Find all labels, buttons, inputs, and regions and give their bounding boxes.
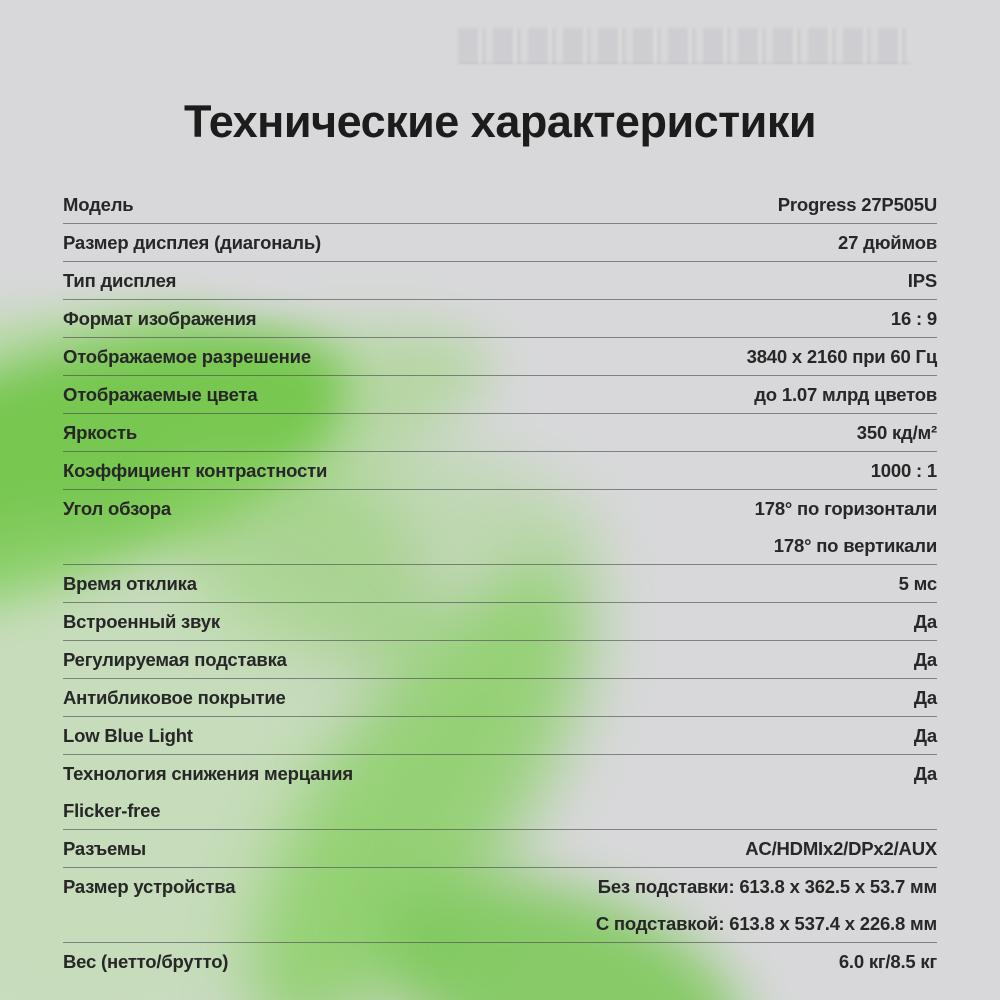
spec-value: 1000 : 1 [871, 452, 937, 489]
spec-label: Отображаемые цвета [63, 376, 258, 413]
spec-line: Размер устройства [63, 876, 236, 897]
spec-value: до 1.07 млрд цветов [754, 376, 937, 413]
spec-value: Да [914, 603, 937, 640]
spec-line: Да [913, 687, 937, 708]
spec-value: 5 мс [898, 565, 938, 602]
spec-label: Регулируемая подставка [63, 641, 287, 678]
spec-line: Яркость [63, 422, 137, 443]
spec-line: 350 кд/м² [856, 422, 937, 443]
spec-row: Вес (нетто/брутто) 6.0 кг/8.5 кг [63, 943, 937, 980]
spec-value: 6.0 кг/8.5 кг [839, 943, 937, 980]
spec-label: Яркость [63, 414, 137, 451]
spec-line: Без подставки: 613.8 x 362.5 x 53.7 мм [597, 876, 937, 897]
spec-value: 27 дюймов [838, 224, 937, 261]
spec-value: Да [914, 641, 937, 678]
spec-row: Low Blue Light Да [63, 717, 937, 755]
spec-row: Встроенный звук Да [63, 603, 937, 641]
spec-value: 3840 x 2160 при 60 Гц [746, 338, 938, 375]
spec-line: AC/HDMIx2/DPx2/AUX [745, 838, 937, 859]
spec-value: 350 кд/м² [857, 414, 937, 451]
spec-line: Технология снижения мерцания [63, 763, 353, 784]
spec-value: Без подставки: 613.8 x 362.5 x 53.7 мм С … [596, 868, 937, 942]
spec-label: Встроенный звук [63, 603, 220, 640]
spec-line: 178° по вертикали [773, 535, 937, 556]
spec-line: Коэффициент контрастности [63, 460, 328, 481]
spec-line: Да [913, 763, 937, 784]
spec-label: Low Blue Light [63, 717, 193, 754]
spec-line: Антибликовое покрытие [63, 687, 286, 708]
spec-line: 3840 x 2160 при 60 Гц [746, 346, 938, 367]
spec-value: 16 : 9 [891, 300, 937, 337]
spec-row: Отображаемое разрешение 3840 x 2160 при … [63, 338, 937, 376]
spec-value: Да [914, 755, 937, 792]
spec-label: Размер устройства [63, 868, 235, 905]
spec-line: Регулируемая подставка [63, 649, 287, 670]
spec-line: Модель [63, 194, 134, 215]
spec-label: Технология снижения мерцания Flicker-free [63, 755, 353, 829]
spec-line: Встроенный звук [63, 611, 220, 632]
spec-line: 1000 : 1 [870, 460, 937, 481]
spec-line: Да [913, 649, 937, 670]
spec-row: Размер устройства Без подставки: 613.8 x… [63, 868, 937, 943]
spec-value: 178° по горизонтали 178° по вертикали [754, 490, 938, 564]
spec-label: Угол обзора [63, 490, 171, 527]
spec-label: Разъемы [63, 830, 146, 867]
spec-line: 6.0 кг/8.5 кг [838, 951, 937, 972]
spec-line: Отображаемое разрешение [63, 346, 311, 367]
spec-row: Тип дисплея IPS [63, 262, 937, 300]
spec-line: С подставкой: 613.8 x 537.4 x 226.8 мм [595, 913, 937, 934]
spec-value: IPS [908, 262, 937, 299]
spec-table: Модель Progress 27P505U Размер дисплея (… [63, 186, 937, 980]
spec-label: Формат изображения [63, 300, 257, 337]
page-title: Технические характеристики [183, 96, 817, 148]
spec-row: Антибликовое покрытие Да [63, 679, 937, 717]
spec-value: Progress 27P505U [778, 186, 937, 223]
spec-row: Формат изображения 16 : 9 [63, 300, 937, 338]
spec-line: Время отклика [63, 573, 197, 594]
spec-label: Коэффициент контрастности [63, 452, 327, 489]
spec-row: Размер дисплея (диагональ) 27 дюймов [63, 224, 937, 262]
spec-label: Тип дисплея [63, 262, 176, 299]
spec-label: Размер дисплея (диагональ) [63, 224, 321, 261]
spec-line: Flicker-free [63, 800, 161, 821]
spec-line: Progress 27P505U [777, 194, 937, 215]
spec-value: AC/HDMIx2/DPx2/AUX [745, 830, 937, 867]
watermark-pattern [458, 28, 910, 64]
spec-line: Low Blue Light [63, 725, 193, 746]
spec-line: Тип дисплея [63, 270, 177, 291]
spec-line: до 1.07 млрд цветов [754, 384, 937, 405]
spec-row: Разъемы AC/HDMIx2/DPx2/AUX [63, 830, 937, 868]
spec-label: Время отклика [63, 565, 197, 602]
spec-line: Формат изображения [63, 308, 257, 329]
spec-line: IPS [907, 270, 937, 291]
spec-line: Вес (нетто/брутто) [63, 951, 229, 972]
spec-label: Отображаемое разрешение [63, 338, 311, 375]
spec-value: Да [914, 717, 937, 754]
spec-label: Антибликовое покрытие [63, 679, 286, 716]
spec-line: Угол обзора [63, 498, 171, 519]
spec-label: Вес (нетто/брутто) [63, 943, 228, 980]
spec-row: Яркость 350 кд/м² [63, 414, 937, 452]
spec-value: Да [914, 679, 937, 716]
spec-line: Размер дисплея (диагональ) [63, 232, 321, 253]
spec-row: Отображаемые цвета до 1.07 млрд цветов [63, 376, 937, 414]
spec-row: Коэффициент контрастности 1000 : 1 [63, 452, 937, 490]
spec-row: Модель Progress 27P505U [63, 186, 937, 224]
spec-label: Модель [63, 186, 134, 223]
spec-line: 16 : 9 [890, 308, 937, 329]
spec-row: Технология снижения мерцания Flicker-free… [63, 755, 937, 830]
spec-line: Отображаемые цвета [63, 384, 258, 405]
spec-line: 5 мс [898, 573, 938, 594]
spec-line: Да [913, 725, 937, 746]
spec-line: 178° по горизонтали [754, 498, 938, 519]
spec-line: 27 дюймов [838, 232, 937, 253]
spec-line: Разъемы [63, 838, 146, 859]
spec-row: Угол обзора 178° по горизонтали 178° по в… [63, 490, 937, 565]
spec-line: Да [913, 611, 937, 632]
spec-row: Регулируемая подставка Да [63, 641, 937, 679]
spec-row: Время отклика 5 мс [63, 565, 937, 603]
